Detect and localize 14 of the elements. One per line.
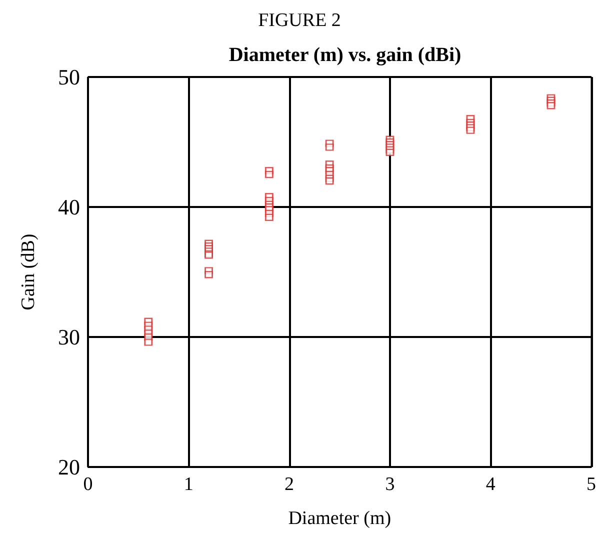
y-tick-label: 40 (58, 194, 80, 220)
y-tick-label: 30 (58, 324, 80, 350)
chart-subtitle: Diameter (m) vs. gain (dBi) (228, 44, 462, 66)
y-tick-label: 20 (58, 454, 80, 480)
x-axis-title: Diameter (m) (288, 508, 392, 529)
x-tick-label: 5 (586, 474, 596, 495)
y-axis-title: Gain (dB) (18, 234, 39, 310)
x-tick-label: 0 (83, 474, 93, 495)
chart-title: FIGURE 2 (258, 10, 341, 31)
y-tick-label: 50 (58, 64, 80, 90)
x-tick-label: 4 (486, 474, 496, 495)
x-tick-label: 1 (184, 474, 194, 495)
x-tick-label: 2 (284, 474, 294, 495)
x-tick-label: 3 (385, 474, 395, 495)
